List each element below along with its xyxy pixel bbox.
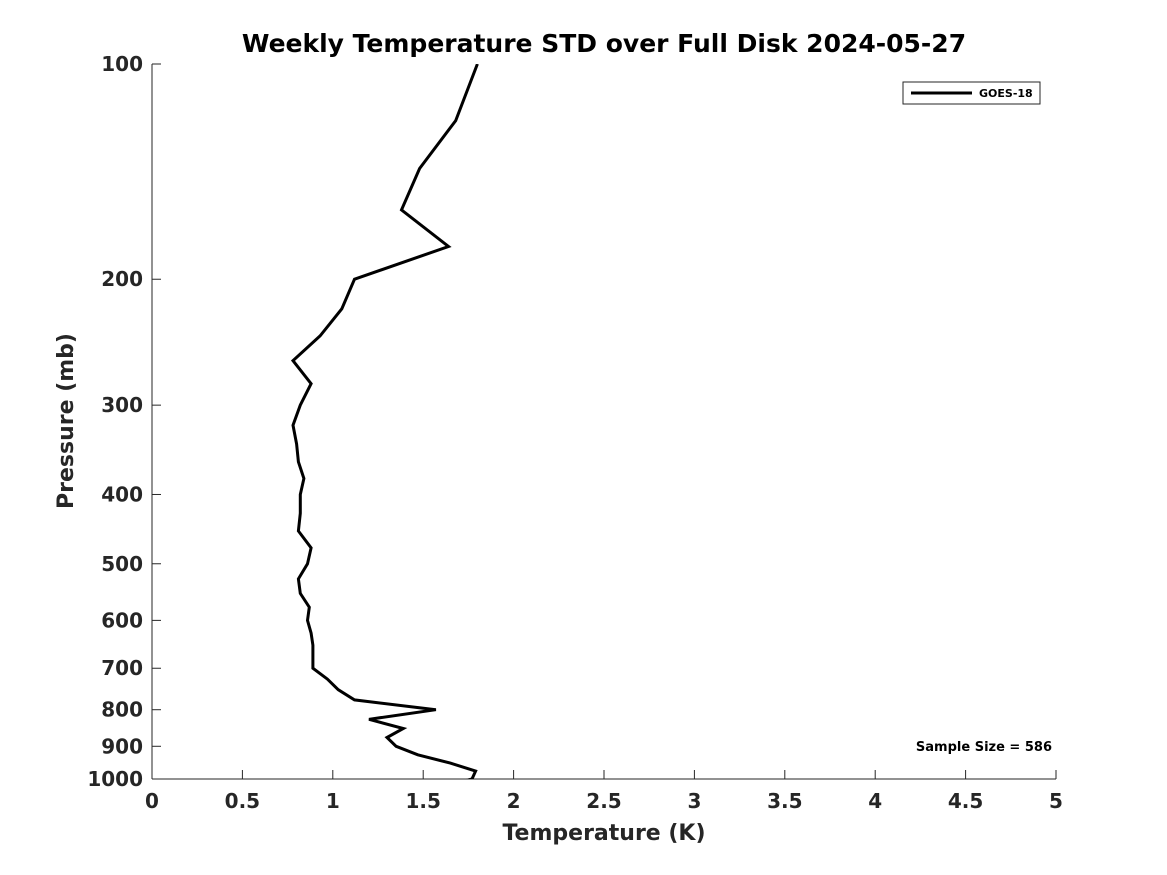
y-tick-label: 300: [101, 393, 143, 417]
x-tick-label: 0.5: [225, 789, 260, 813]
x-tick-label: 0: [145, 789, 159, 813]
x-tick-label: 3.5: [767, 789, 802, 813]
series-line-goes-18: [290, 64, 479, 779]
y-tick-label: 900: [101, 734, 143, 758]
y-tick-label: 200: [101, 267, 143, 291]
x-tick-label: 1: [326, 789, 340, 813]
sample-size-annotation: Sample Size = 586: [916, 740, 1052, 755]
chart-title: Weekly Temperature STD over Full Disk 20…: [242, 29, 966, 58]
x-tick-label: 4: [868, 789, 882, 813]
x-tick-label: 3: [687, 789, 701, 813]
y-axis-label: Pressure (mb): [54, 333, 79, 509]
legend: GOES-18: [902, 81, 1041, 105]
x-tick-label: 5: [1049, 789, 1063, 813]
plot-area: [151, 64, 1056, 780]
x-tick-label: 1.5: [405, 789, 440, 813]
x-tick-label: 2.5: [586, 789, 621, 813]
y-tick-label: 500: [101, 552, 143, 576]
legend-label: GOES-18: [979, 87, 1033, 100]
x-axis-label: Temperature (K): [502, 821, 705, 846]
y-tick-label: 600: [101, 608, 143, 632]
x-tick-label: 4.5: [948, 789, 983, 813]
y-tick-label: 100: [101, 52, 143, 76]
y-axis: 100 200 300 400 500 600 700 800 900 1000: [87, 52, 161, 791]
y-tick-label: 400: [101, 482, 143, 506]
x-axis: 0 0.5 1 1.5 2 2.5 3 3.5 4 4.5 5: [145, 770, 1063, 813]
y-tick-label: 800: [101, 698, 143, 722]
y-tick-label: 1000: [87, 767, 143, 791]
y-tick-label: 700: [101, 656, 143, 680]
series-layer: [290, 64, 479, 779]
x-tick-label: 2: [507, 789, 521, 813]
